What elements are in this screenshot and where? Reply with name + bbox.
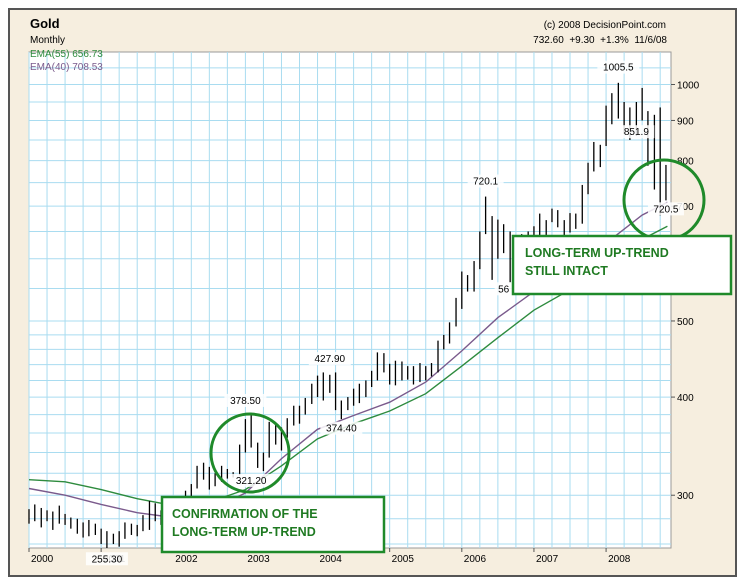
price-label: 321.20 [236,476,267,487]
y-tick-label: 1000 [677,81,700,92]
gold-monthly-chart: 200020012002200320042005200620072008 300… [28,16,733,566]
ema55-legend: EMA(55) 656.73 [30,49,103,60]
y-tick-label: 800 [677,157,694,168]
y-tick-label: 900 [677,116,694,127]
price-label: 720.1 [473,177,498,188]
x-tick-label: 2006 [464,554,487,565]
chart-title: Gold [30,16,60,31]
source-label: (c) 2008 DecisionPoint.com [544,20,666,31]
confirmation-circle [209,412,291,494]
x-tick-label: 2005 [392,554,415,565]
x-tick-label: 2003 [247,554,270,565]
callout-uptrend-line2: STILL INTACT [525,264,608,278]
price-label-bg [647,202,684,216]
callout-uptrend: LONG-TERM UP-TREND STILL INTACT [511,234,733,296]
x-tick-label: 2002 [175,554,198,565]
callout-uptrend-line1: LONG-TERM UP-TREND [525,246,669,260]
gridlines [28,52,671,548]
callout-confirmation-line2: LONG-TERM UP-TREND [172,525,316,539]
x-tick-label: 2000 [31,554,54,565]
price-annotations: 255.30 321.20 378.50 374.40 427.90 720.1 56 100… [85,60,684,566]
price-label: 851.9 [624,127,649,138]
y-tick-label: 400 [677,393,694,404]
callout-confirmation: CONFIRMATION OF THE LONG-TERM UP-TREND [160,495,386,554]
price-label-bg [467,174,504,188]
ema40-legend: EMA(40) 708.53 [30,62,103,73]
price-label-bg [320,421,363,435]
plot-area [28,51,672,549]
x-tick-label: 2007 [536,554,559,565]
price-label: 378.50 [230,396,261,407]
chart-frame: 200020012002200320042005200620072008 300… [8,8,737,577]
price-label: 1005.5 [603,63,634,74]
price-label: 255.30 [92,554,123,565]
period-label: Monthly [30,35,65,46]
price-label-bg [597,60,640,74]
price-label-bg [494,282,513,296]
price-label: 427.90 [315,354,346,365]
quote-readout: 732.60 +9.30 +1.3% 11/6/08 [533,35,667,46]
y-tick-label: 300 [677,491,694,502]
price-label: 374.40 [326,424,357,435]
price-label-bg [618,125,655,139]
price-label-bg [85,552,128,566]
price-label: 720.5 [653,204,678,215]
x-tick-label: 2004 [320,554,343,565]
price-label-bg [230,473,273,487]
y-tick-label: 700 [677,202,694,213]
price-label: 56 [498,284,510,295]
y-tick-label: 500 [677,317,694,328]
x-tick-label: 2008 [608,554,631,565]
callout-confirmation-line1: CONFIRMATION OF THE [172,507,318,521]
price-label-bg [308,352,351,366]
price-label-bg [224,393,267,407]
